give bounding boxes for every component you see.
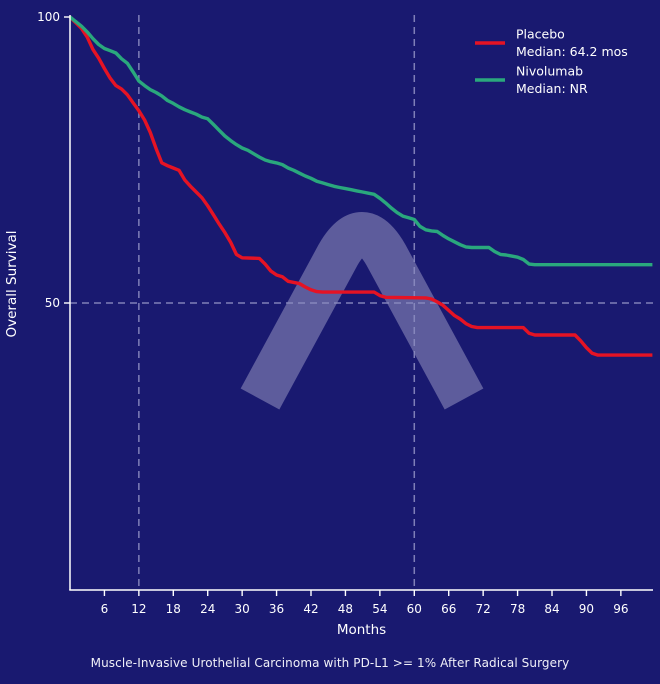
x-tick-label: 54 [372, 602, 387, 616]
x-tick-label: 96 [613, 602, 628, 616]
x-tick-label: 90 [579, 602, 594, 616]
chart-caption: Muscle-Invasive Urothelial Carcinoma wit… [90, 656, 570, 670]
legend-median-nivolumab: Median: NR [516, 81, 588, 96]
legend-label-nivolumab: Nivolumab [516, 64, 583, 79]
caret-lambda-watermark [240, 212, 484, 410]
x-tick-label: 78 [510, 602, 525, 616]
x-tick-label: 24 [200, 602, 215, 616]
x-tick-label: 72 [476, 602, 491, 616]
survival-curve-placebo [68, 15, 653, 357]
y-tick-label: 100 [37, 10, 60, 24]
x-tick-label: 6 [101, 602, 109, 616]
x-tick-label: 30 [235, 602, 250, 616]
y-axis-label: Overall Survival [4, 231, 20, 338]
survival-chart: 6 12 18 24 30 36 42 48 54 60 66 72 78 84 90 96 100 50 Mont… [4, 10, 653, 638]
legend-median-placebo: Median: 64.2 mos [516, 44, 628, 59]
x-tick-label: 60 [407, 602, 422, 616]
legend-label-placebo: Placebo [516, 27, 565, 42]
x-tick-label: 84 [544, 602, 559, 616]
x-tick-label: 42 [303, 602, 318, 616]
x-tick-label: 18 [166, 602, 181, 616]
x-tick-label: 66 [441, 602, 456, 616]
x-tick-label: 36 [269, 602, 284, 616]
x-axis-label: Months [337, 622, 386, 638]
x-tick-label: 48 [338, 602, 353, 616]
survival-curve-nivolumab [68, 15, 653, 267]
y-tick-label: 50 [45, 296, 60, 310]
x-tick-label: 12 [131, 602, 146, 616]
